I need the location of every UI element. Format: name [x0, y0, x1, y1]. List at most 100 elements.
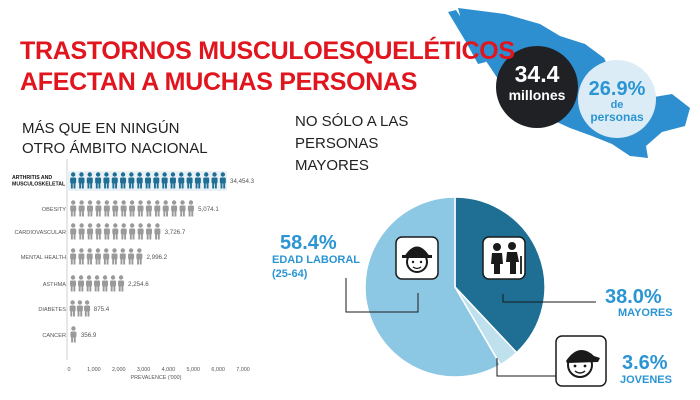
- stat-circle-dark: 34.4 millones: [496, 46, 578, 128]
- person-icon: [120, 172, 127, 189]
- person-icon: [128, 248, 135, 265]
- person-icon: [103, 200, 110, 217]
- person-icon: [87, 200, 94, 217]
- person-icon: [136, 248, 143, 265]
- bar: [70, 248, 143, 265]
- bar: [70, 275, 125, 292]
- person-icon: [110, 275, 117, 292]
- person-icon: [95, 223, 102, 240]
- bar-value-label: 5,074.1: [198, 206, 219, 213]
- person-icon: [119, 248, 126, 265]
- person-icon: [84, 300, 91, 317]
- bar-value-label: 875.4: [94, 306, 110, 313]
- x-tick-label: 4,000: [162, 367, 176, 373]
- bar: [70, 326, 77, 343]
- person-icon: [186, 172, 193, 189]
- pie-label-jovenes-name: JOVENES: [620, 374, 672, 386]
- person-icon: [103, 223, 110, 240]
- person-icon: [146, 223, 153, 240]
- bar: [69, 300, 91, 317]
- person-icon: [194, 172, 201, 189]
- person-icon: [137, 200, 144, 217]
- title-line-2: AFECTAN A MUCHAS PERSONAS: [20, 68, 418, 96]
- bar-category-label: OBESITY: [42, 207, 67, 213]
- stat-dark-label: millones: [508, 87, 566, 103]
- pie-label-jovenes-percent: 3.6%: [622, 352, 668, 374]
- title-line-1: TRASTORNOS MUSCULOESQUELÉTICOS: [20, 37, 515, 65]
- mexico-map-peninsula: [448, 10, 486, 64]
- person-icon: [94, 248, 101, 265]
- person-icon: [70, 248, 77, 265]
- person-icon: [70, 275, 77, 292]
- person-icon: [103, 172, 110, 189]
- person-icon: [179, 200, 186, 217]
- pie-label-laboral-range: (25-64): [272, 268, 308, 280]
- person-icon: [169, 172, 176, 189]
- person-icon: [178, 172, 185, 189]
- pie-label-laboral-name: EDAD LABORAL: [272, 254, 360, 266]
- x-tick-label: 1,000: [87, 367, 101, 373]
- right-subtitle-line-1: NO SÓLO A LAS: [295, 113, 409, 130]
- person-icon: [112, 200, 119, 217]
- x-tick-label: 2,000: [112, 367, 126, 373]
- stat-dark-value: 34.4: [514, 61, 560, 87]
- stat-light-label-1: de: [610, 99, 624, 111]
- right-subtitle: NO SÓLO A LAS PERSONAS MAYORES: [295, 111, 408, 177]
- bar: [70, 200, 194, 217]
- bar-value-label: 2,254.6: [128, 281, 149, 288]
- person-icon: [136, 172, 143, 189]
- person-icon: [76, 300, 83, 317]
- x-tick-label: 7,000: [236, 367, 250, 373]
- youth-cap-icon: [555, 335, 607, 387]
- person-icon: [86, 275, 93, 292]
- bar-category-label: ARTHRITIS AND MUSCULOSKELETAL: [12, 175, 66, 188]
- person-icon: [111, 248, 118, 265]
- person-icon: [86, 248, 93, 265]
- person-icon: [171, 200, 178, 217]
- person-icon: [118, 275, 125, 292]
- stat-light-label-2: personas: [590, 110, 644, 124]
- page-title: TRASTORNOS MUSCULOESQUELÉTICOS AFECTAN A…: [20, 36, 515, 98]
- person-icon: [154, 223, 161, 240]
- person-icon: [78, 172, 85, 189]
- bar-category-label: MENTAL HEALTH: [21, 255, 66, 261]
- person-icon: [145, 172, 151, 189]
- person-icon: [69, 300, 76, 317]
- person-icon: [70, 172, 77, 189]
- person-icon: [187, 200, 194, 217]
- person-icon: [211, 172, 218, 189]
- x-tick-label: 3,000: [137, 367, 151, 373]
- person-icon: [154, 200, 161, 217]
- person-icon: [70, 326, 77, 343]
- bar-category-label: ASTHMA: [43, 282, 67, 288]
- person-icon: [102, 275, 109, 292]
- person-icon: [153, 172, 160, 189]
- person-icon: [203, 172, 210, 189]
- leader-line-jovenes: [496, 358, 556, 377]
- right-subtitle-line-3: MAYORES: [295, 157, 369, 174]
- x-axis-label: PREVALENCE ('000): [131, 375, 182, 381]
- bar-value-label: 34,454.3: [230, 178, 255, 185]
- person-icon: [111, 172, 118, 189]
- person-icon: [70, 223, 77, 240]
- left-subtitle-line-1: MÁS QUE EN NINGÚN: [22, 120, 180, 137]
- person-icon: [87, 223, 94, 240]
- person-icon: [95, 200, 102, 217]
- person-icon: [120, 200, 127, 217]
- person-icon: [78, 200, 85, 217]
- person-icon: [128, 172, 135, 189]
- stat-light-value: 26.9%: [588, 78, 646, 100]
- pie-label-laboral-percent: 58.4%: [280, 232, 337, 254]
- person-icon: [120, 223, 127, 240]
- hard-hat-worker-icon: [395, 236, 439, 280]
- x-tick-label: 6,000: [211, 367, 225, 373]
- person-icon: [103, 248, 110, 265]
- person-icon: [112, 223, 119, 240]
- person-icon: [129, 223, 136, 240]
- person-icon: [219, 172, 226, 189]
- leader-line-laboral: [345, 278, 419, 313]
- person-icon: [86, 172, 93, 189]
- person-icon: [161, 172, 168, 189]
